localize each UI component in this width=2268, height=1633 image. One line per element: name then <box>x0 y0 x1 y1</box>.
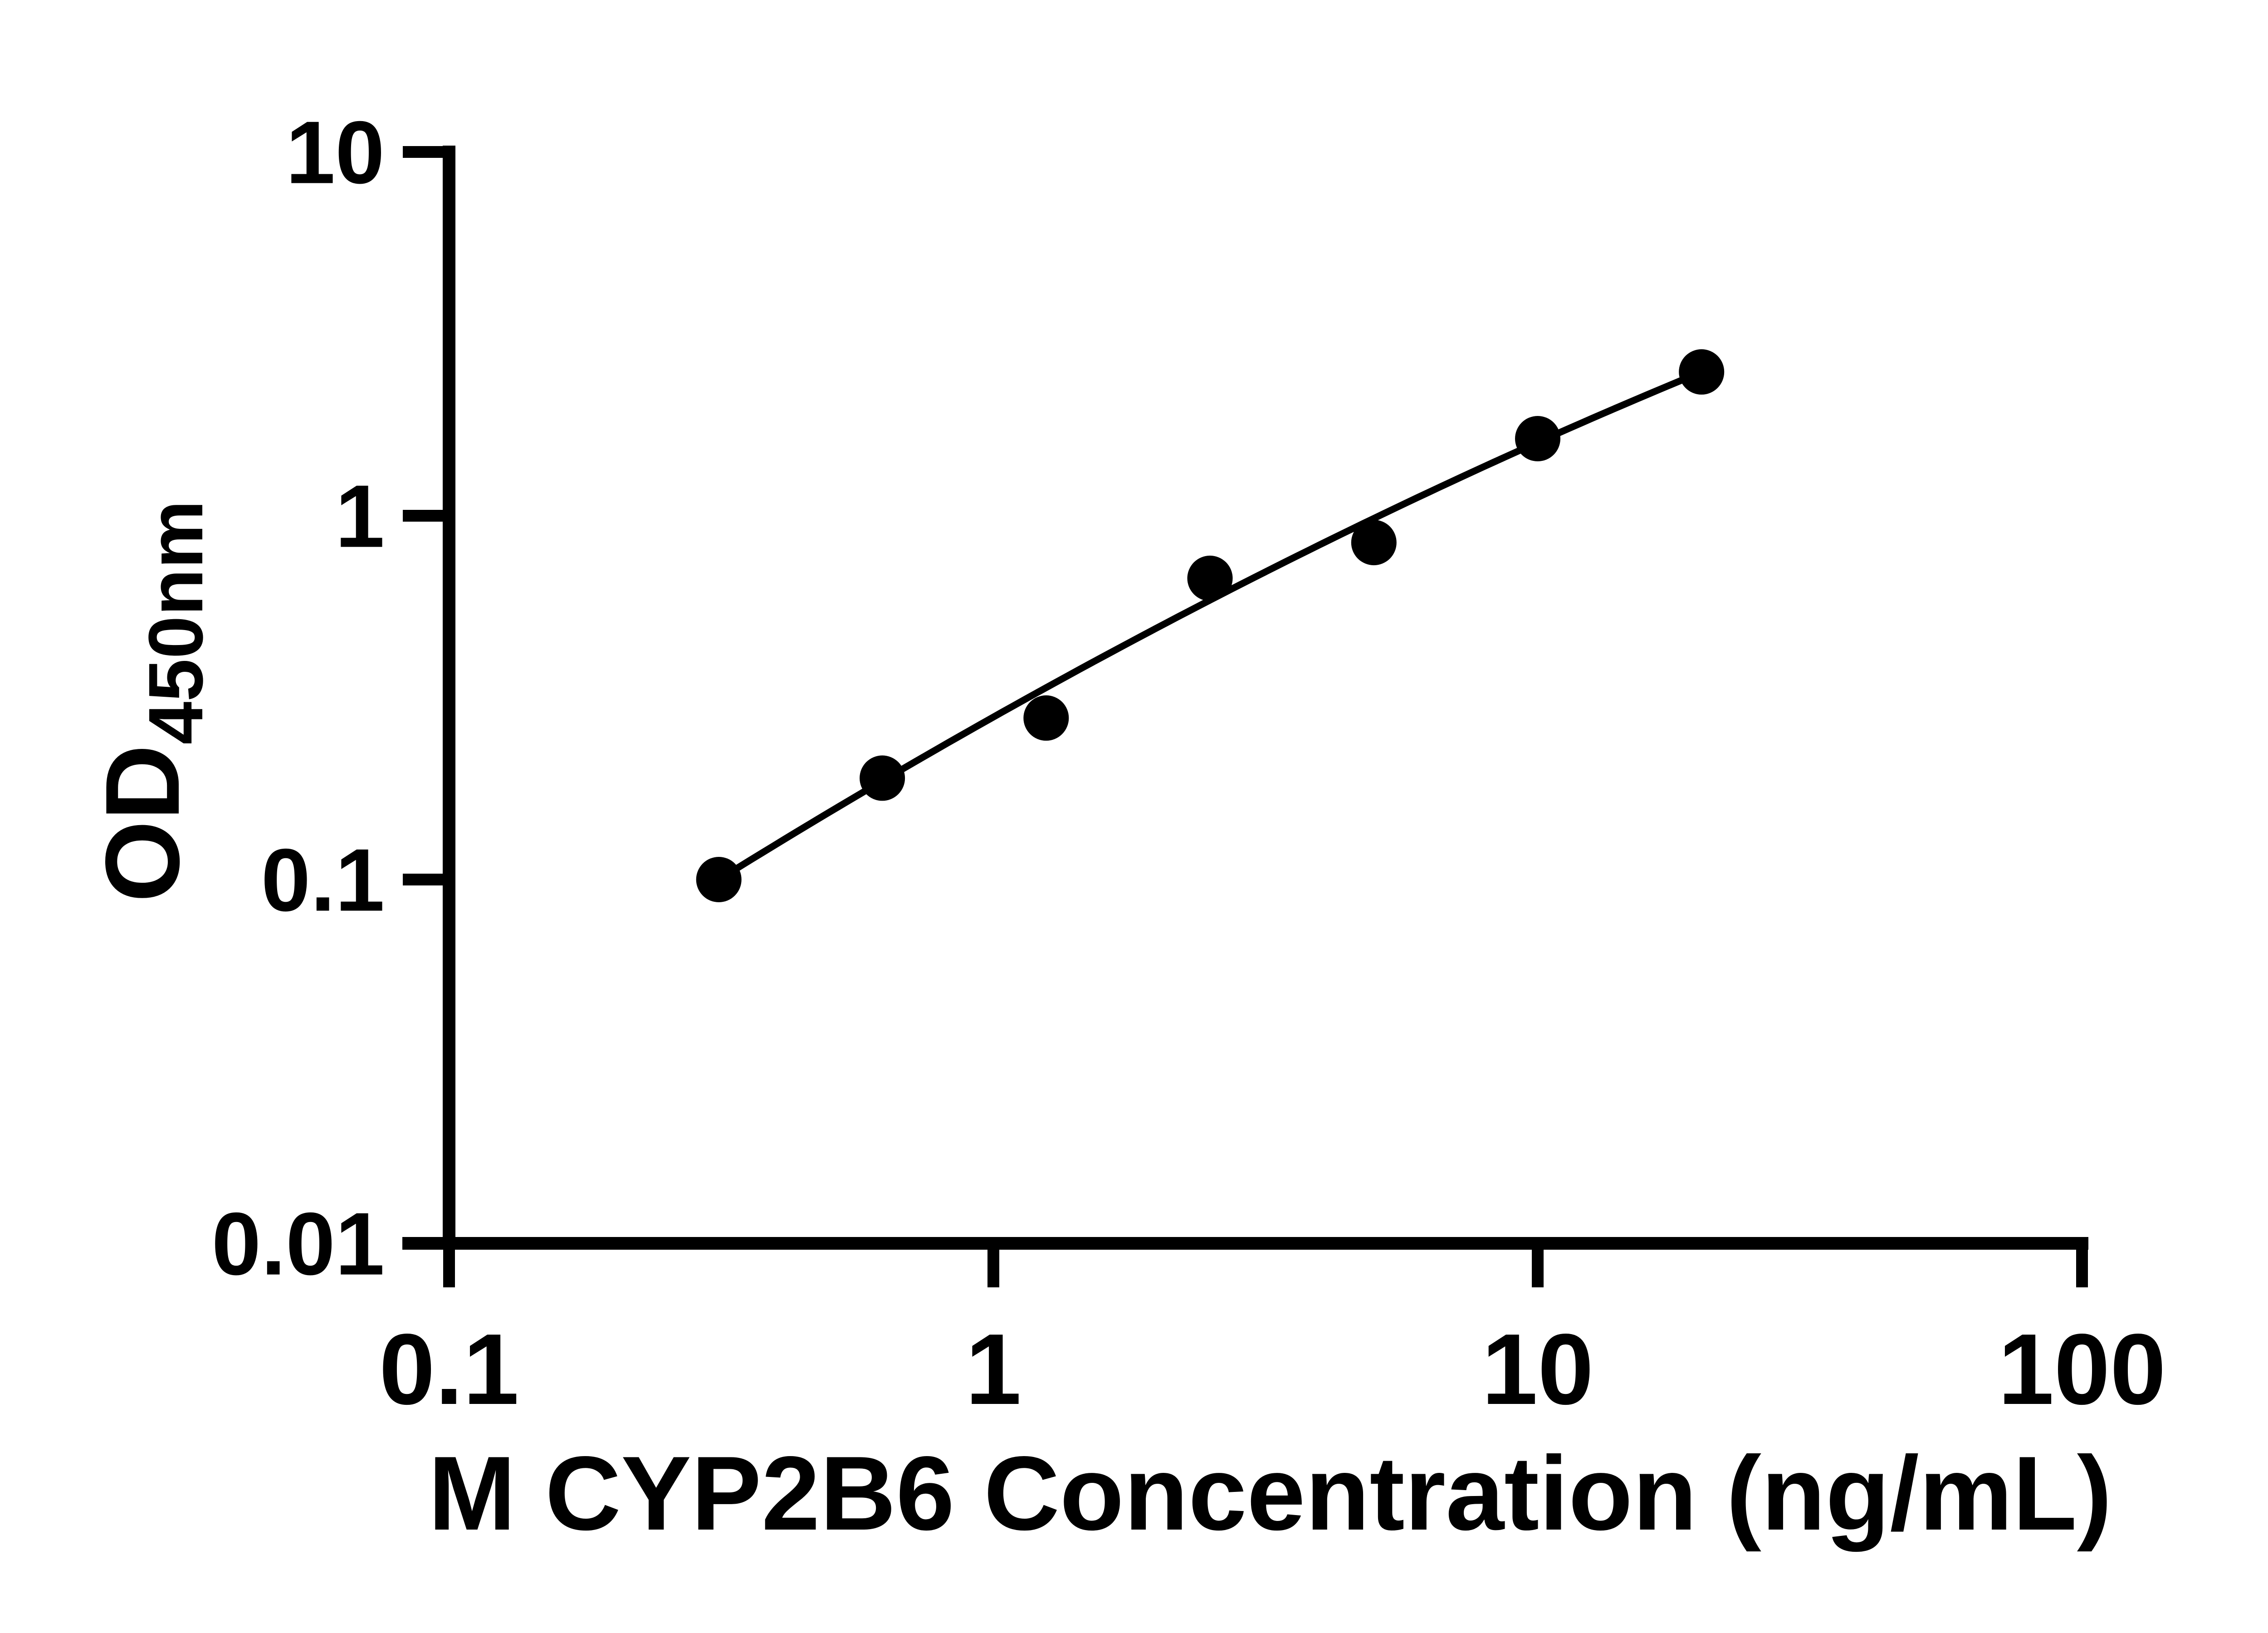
y-tick-label: 0.1 <box>261 831 385 930</box>
data-point <box>1187 555 1233 601</box>
y-axis-title: OD450nm <box>84 500 219 903</box>
plot-area <box>696 349 1725 902</box>
y-tick-label: 0.01 <box>212 1194 385 1294</box>
x-axis-ticks <box>443 1243 2088 1287</box>
data-point <box>1351 520 1397 566</box>
axis-titles: M CYP2B6 Concentration (ng/mL) OD450nm <box>84 500 2112 1552</box>
y-axis-title-main: OD <box>84 744 201 902</box>
y-tick-label: 10 <box>286 103 385 202</box>
y-axis-title-subscript: 450nm <box>133 500 219 745</box>
axes <box>402 146 2088 1250</box>
x-tick-label: 100 <box>1998 1313 2166 1426</box>
x-tick-label: 10 <box>1482 1313 1594 1426</box>
y-tick-label: 1 <box>335 467 385 566</box>
x-axis-title: M CYP2B6 Concentration (ng/mL) <box>428 1435 2112 1552</box>
data-point <box>696 857 742 902</box>
x-tick-label: 0.1 <box>379 1313 519 1426</box>
data-point <box>1023 695 1069 741</box>
data-point <box>1515 416 1560 461</box>
y-axis-tick-labels: 10 1 0.1 0.01 <box>212 103 385 1294</box>
x-axis-tick-labels: 0.1 1 10 100 <box>379 1313 2166 1426</box>
y-axis-ticks <box>403 146 450 1249</box>
data-points <box>696 349 1725 902</box>
x-tick-label: 1 <box>965 1313 1021 1426</box>
data-point <box>1679 349 1725 395</box>
data-point <box>860 755 905 801</box>
